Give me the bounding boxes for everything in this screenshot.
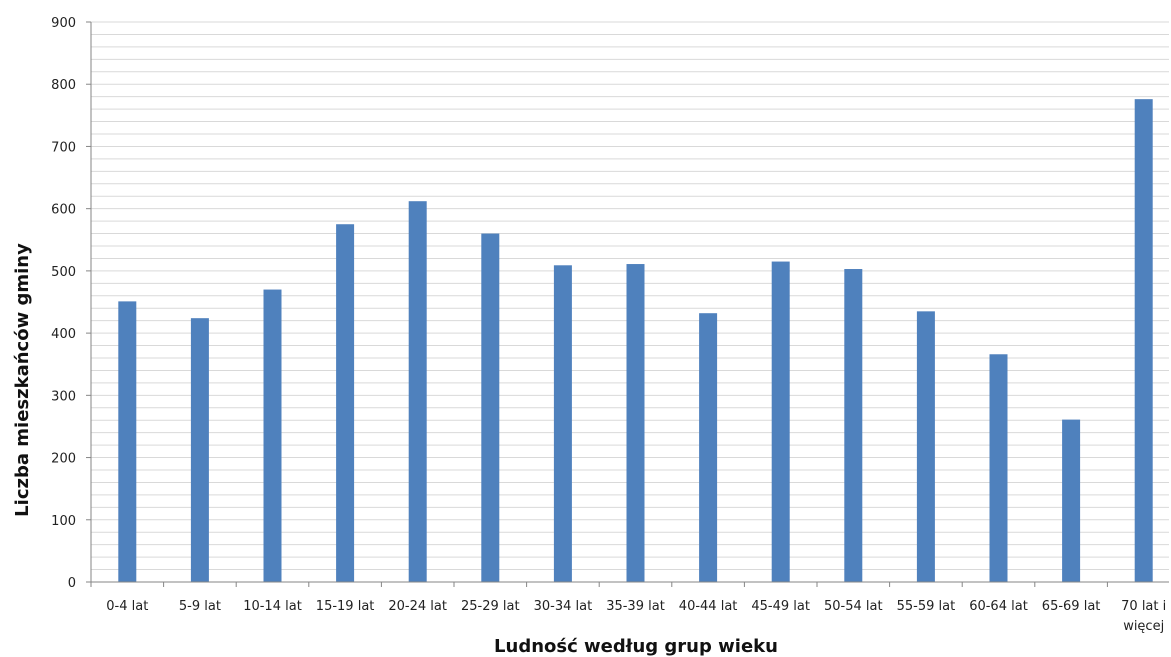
x-tick-label: 10-14 lat xyxy=(243,599,302,614)
y-tick-label: 100 xyxy=(51,514,76,529)
x-tick-label: 65-69 lat xyxy=(1042,599,1101,614)
bar-55-59-lat xyxy=(916,311,935,582)
x-tick-label: 55-59 lat xyxy=(897,599,956,614)
y-tick-label: 500 xyxy=(51,265,76,280)
bar-0-4-lat xyxy=(118,301,137,582)
bar-35-39-lat xyxy=(626,264,645,582)
x-tick-label: 15-19 lat xyxy=(316,599,375,614)
x-tick-label: 20-24 lat xyxy=(388,599,447,614)
y-tick-label: 0 xyxy=(68,576,76,591)
bar-70-lat-i-więcej xyxy=(1134,99,1153,583)
bar-65-69-lat xyxy=(1062,419,1081,582)
y-tick-label: 300 xyxy=(51,389,76,404)
y-tick-labels: 0 100 200 300 400 500 600 700 800 900 xyxy=(51,16,76,591)
y-tick-label: 700 xyxy=(51,140,76,155)
x-tick-label: 25-29 lat xyxy=(461,599,520,614)
x-tick-label: 0-4 lat xyxy=(106,599,148,614)
y-tick-label: 900 xyxy=(51,16,76,31)
y-tick-label: 200 xyxy=(51,452,76,467)
axes xyxy=(86,21,1169,587)
x-tick-label: 60-64 lat xyxy=(969,599,1028,614)
bar-50-54-lat xyxy=(844,269,863,582)
x-tick-label: 35-39 lat xyxy=(606,599,665,614)
x-tick-label: 70 lat i więcej xyxy=(1121,599,1166,634)
bars xyxy=(118,99,1153,583)
x-tick-label: 40-44 lat xyxy=(679,599,738,614)
bar-25-29-lat xyxy=(481,233,500,583)
bar-40-44-lat xyxy=(699,313,718,582)
x-tick-label: 50-54 lat xyxy=(824,599,883,614)
x-tick-label: 30-34 lat xyxy=(534,599,593,614)
bar-15-19-lat xyxy=(336,224,355,582)
bar-45-49-lat xyxy=(771,261,790,582)
bar-5-9-lat xyxy=(190,318,209,582)
bar-30-34-lat xyxy=(553,265,572,582)
bar-20-24-lat xyxy=(408,201,427,582)
bar-10-14-lat xyxy=(263,289,282,582)
y-axis-title: Liczba mieszkańców gminy xyxy=(12,243,33,517)
y-tick-label: 600 xyxy=(51,203,76,218)
x-axis-title: Ludność według grup wieku xyxy=(494,636,778,657)
x-tick-label: 5-9 lat xyxy=(179,599,221,614)
bar-60-64-lat xyxy=(989,354,1008,582)
y-tick-label: 800 xyxy=(51,78,76,93)
y-tick-label: 400 xyxy=(51,327,76,342)
x-tick-label: 45-49 lat xyxy=(751,599,810,614)
x-tick-labels: 0-4 lat 5-9 lat 10-14 lat 15-19 lat 20-24 la… xyxy=(106,599,1166,634)
